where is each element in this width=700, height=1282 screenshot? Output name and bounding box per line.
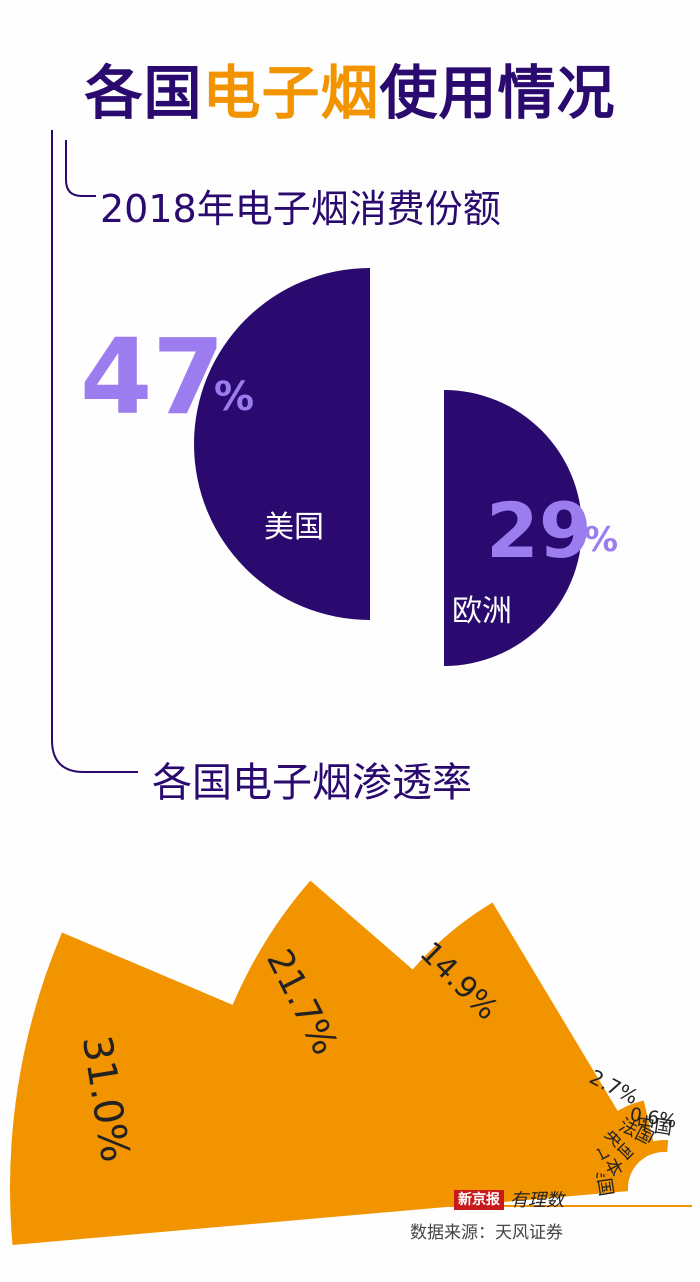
share-heading: 2018年电子烟消费份额: [100, 187, 501, 231]
usa-share-value: 47: [80, 316, 225, 438]
brand-logo: 新京报: [454, 1190, 504, 1210]
bar-china: [645, 1140, 669, 1155]
footer-line: [12, 1205, 692, 1207]
slice-usa: [194, 268, 370, 620]
bar-uk: [378, 902, 646, 1170]
europe-share-unit: %: [584, 520, 619, 560]
brand-sub-logo: 有理数: [510, 1190, 564, 1211]
europe-share-label: 欧洲: [452, 594, 512, 629]
europe-share-value: 29: [486, 486, 592, 575]
bracket-lines: [51, 130, 138, 773]
usa-share-label: 美国: [264, 510, 324, 545]
penetration-heading: 各国电子烟渗透率: [152, 760, 472, 806]
page-title: 各国电子烟使用情况: [84, 59, 616, 127]
usa-share-unit: %: [214, 374, 255, 420]
slice-europe: [444, 390, 582, 666]
bar-france: [605, 1100, 656, 1161]
data-source: 数据来源：天风证券: [410, 1223, 563, 1243]
share-chart: [194, 268, 582, 666]
